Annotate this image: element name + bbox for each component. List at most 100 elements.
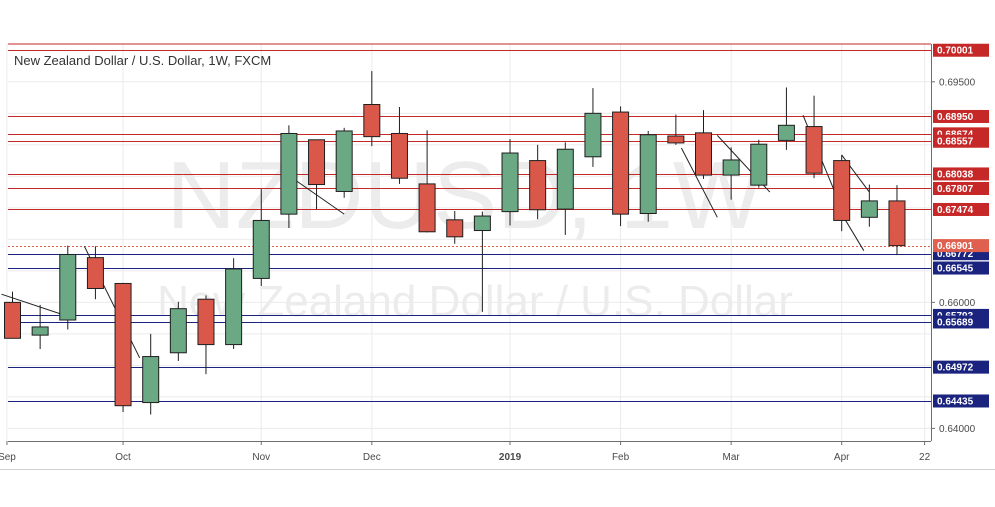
candle-body-up: [169, 308, 187, 354]
watermark-name: New Zealand Dollar / U.S. Dollar: [157, 277, 793, 326]
candle-layer: [4, 71, 906, 415]
frame-layer: [0, 43, 995, 470]
price-level-label-text: 0.66772: [937, 249, 974, 260]
price-level-label-text: 0.64435: [937, 396, 974, 407]
time-tick-label: Sep: [0, 452, 16, 463]
price-level-label-bg: [933, 261, 989, 275]
candle: [390, 107, 408, 184]
price-level-label-bg: [933, 315, 989, 329]
candle-body-up: [252, 219, 270, 279]
time-axis: Sep Oct Nov Dec 2019 Feb Mar Apr 22: [0, 441, 931, 463]
candle: [335, 127, 353, 198]
price-level-label-text: 0.66545: [937, 264, 974, 275]
candle: [446, 210, 464, 244]
candle: [529, 144, 547, 220]
candle: [114, 282, 132, 413]
candle: [225, 258, 243, 349]
candle-body-down: [363, 103, 381, 138]
candle-body-up: [335, 130, 353, 192]
price-level-label-bg: [933, 181, 989, 195]
candle-body-up: [473, 215, 491, 232]
candle: [777, 87, 795, 150]
candle-body-down: [805, 126, 823, 174]
price-level-label: 0.68557: [933, 134, 989, 148]
candle-body-up: [584, 112, 602, 158]
candle-body-up: [59, 253, 77, 321]
candle: [197, 295, 215, 375]
candle-body-up: [722, 159, 740, 176]
candle-body-down: [308, 139, 326, 186]
candle-body-up: [280, 132, 298, 215]
price-level-label-text: 0.64972: [937, 363, 974, 374]
candle: [722, 147, 740, 200]
candle-body-down: [888, 200, 906, 247]
candle: [667, 114, 685, 145]
price-level-label: 0.68038: [933, 167, 989, 181]
candle: [860, 184, 878, 227]
price-tick-label: 0.64000: [939, 424, 976, 435]
time-tick-label: 2019: [499, 452, 522, 463]
time-tick-label: Mar: [723, 452, 741, 463]
candle: [252, 188, 270, 286]
candle: [805, 95, 823, 179]
trendline: [294, 179, 345, 215]
price-level-label-text: 0.67807: [937, 184, 974, 195]
candle: [86, 246, 104, 300]
candle: [308, 139, 326, 210]
time-tick-label: Apr: [834, 452, 850, 463]
candle-body-down: [529, 160, 547, 211]
candle: [4, 291, 21, 339]
price-axis: 0.695000.660000.640000.700010.689500.686…: [931, 43, 989, 435]
price-level-label-text: 0.68038: [937, 169, 974, 180]
candle-body-up: [225, 268, 243, 346]
candle: [695, 110, 712, 179]
price-level-label-bg: [933, 109, 989, 123]
price-level-label-bg: [933, 43, 989, 57]
price-level-label: 0.67807: [933, 181, 989, 195]
price-level-label-text: 0.68950: [937, 112, 974, 123]
candle-body-down: [695, 132, 712, 176]
price-level-label: 0.66545: [933, 261, 989, 275]
chart-title: New Zealand Dollar / U.S. Dollar, 1W, FX…: [14, 53, 271, 68]
price-level-label-text: 0.70001: [937, 46, 974, 57]
time-tick-label: Feb: [612, 452, 630, 463]
price-level-label-text: 0.66901: [937, 241, 974, 252]
candle: [612, 106, 630, 227]
candle-body-down: [4, 301, 21, 339]
price-level-label-bg: [933, 360, 989, 374]
candle-body-down: [446, 219, 464, 238]
price-level-label-text: 0.68557: [937, 137, 974, 148]
price-level-label-bg: [933, 394, 989, 408]
candle-body-up: [556, 148, 574, 210]
price-level-label: 0.67474: [933, 202, 989, 216]
candle: [556, 142, 574, 235]
time-tick-label: Dec: [363, 452, 381, 463]
price-level-label-bg: [933, 134, 989, 148]
candle-body-up: [501, 152, 519, 213]
time-tick-label: Nov: [252, 452, 270, 463]
candle-body-down: [667, 135, 685, 144]
price-tick-label: 0.69500: [939, 77, 976, 88]
price-level-label-bg: [933, 202, 989, 216]
price-level-label: 0.64972: [933, 360, 989, 374]
price-level-label-text: 0.67474: [937, 205, 974, 216]
price-level-label: 0.64435: [933, 394, 989, 408]
price-level-label: 0.68950: [933, 109, 989, 123]
candle: [363, 71, 381, 147]
time-tick-label: Oct: [115, 452, 131, 463]
candle: [280, 125, 298, 229]
price-tick-label: 0.66000: [939, 298, 976, 309]
candle: [750, 139, 768, 188]
candle: [639, 130, 657, 222]
candle-body-up: [777, 124, 795, 141]
candle: [473, 211, 491, 312]
candle-body-down: [197, 298, 215, 346]
price-level-label-bg: [933, 167, 989, 181]
candle-body-up: [639, 134, 657, 215]
candle-body-down: [418, 183, 436, 233]
price-level-label: 0.66901: [933, 239, 989, 253]
candle-body-down: [390, 132, 408, 179]
price-level-label-text: 0.65689: [937, 317, 974, 328]
